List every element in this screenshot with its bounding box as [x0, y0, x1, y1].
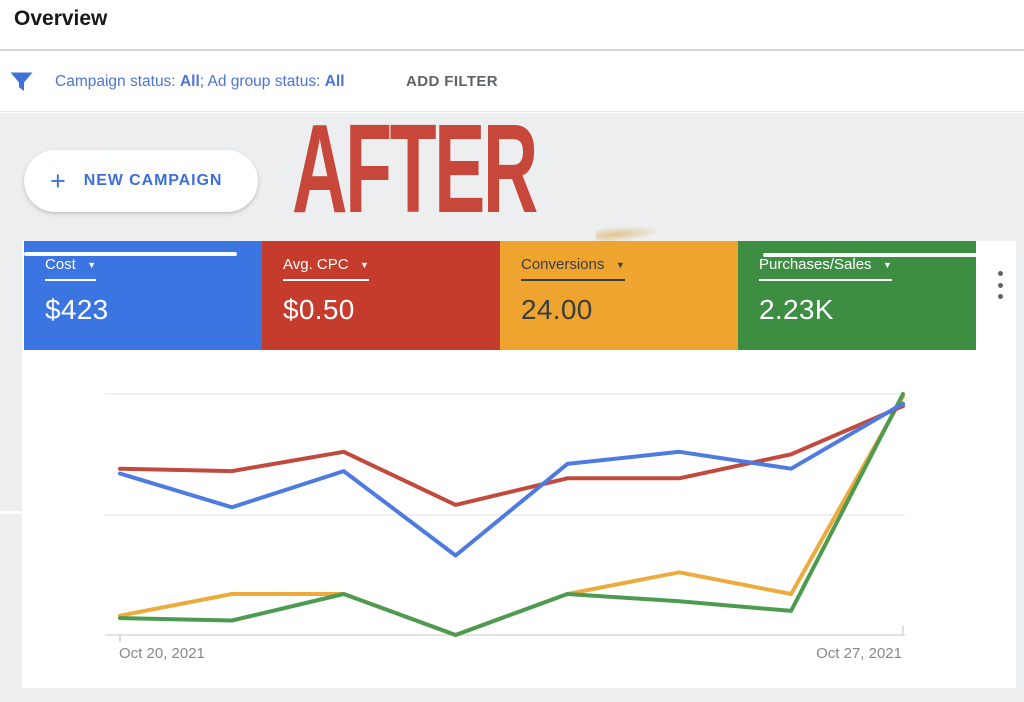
campaign-status-value: All: [179, 73, 200, 90]
filter-separator: ;: [199, 73, 208, 90]
chevron-down-icon: ▼: [883, 260, 892, 270]
scorecard-purchases-sales: Purchases/Sales ▼ 2.23K: [738, 241, 976, 350]
ad-group-status-label: Ad group status:: [207, 73, 325, 90]
metric-selector-purchases-sales[interactable]: Purchases/Sales ▼: [759, 256, 892, 281]
x-axis-tick-label-start: Oct 20, 2021: [119, 645, 205, 662]
new-campaign-button[interactable]: + NEW CAMPAIGN: [24, 150, 259, 212]
white-streak-artifact: [763, 253, 1016, 257]
metric-value: 2.23K: [759, 294, 834, 325]
scorecard-avg-cpc: Avg. CPC ▼ $0.50: [262, 241, 500, 350]
scorecard-conversions: Conversions ▼ 24.00: [500, 241, 738, 350]
filter-funnel-icon: [10, 72, 33, 97]
chevron-down-icon: ▼: [87, 260, 97, 270]
metric-selector-avg-cpc[interactable]: Avg. CPC ▼: [283, 256, 369, 281]
add-filter-button[interactable]: ADD FILTER: [406, 73, 499, 90]
metric-value: 24.00: [521, 294, 593, 325]
header-bar: Overview: [0, 0, 1024, 51]
metric-label: Avg. CPC: [283, 256, 349, 273]
filter-bar: Campaign status: All; Ad group status: A…: [0, 53, 1024, 112]
chevron-down-icon: ▼: [615, 260, 625, 270]
white-streak-artifact: [24, 252, 237, 256]
metric-selector-cost[interactable]: Cost ▼: [45, 256, 97, 281]
page-title: Overview: [14, 7, 108, 30]
ad-group-status-value: All: [324, 73, 345, 90]
campaign-status-label: Campaign status:: [55, 73, 180, 90]
x-axis-tick-label-end: Oct 27, 2021: [816, 645, 902, 662]
new-campaign-label: NEW CAMPAIGN: [83, 172, 223, 189]
after-annotation: AFTER: [292, 98, 538, 239]
white-streak-artifact: [0, 511, 22, 514]
metric-label: Conversions: [521, 256, 605, 273]
plus-icon: +: [50, 165, 66, 196]
scorecard-row: Cost ▼ $423 Avg. CPC ▼ $0.50 Conversions…: [24, 241, 976, 350]
filter-status-text[interactable]: Campaign status: All; Ad group status: A…: [55, 73, 345, 91]
metric-value: $423: [45, 294, 109, 325]
metric-label: Purchases/Sales: [759, 256, 872, 273]
metric-selector-conversions[interactable]: Conversions ▼: [521, 256, 625, 281]
overview-card: Cost ▼ $423 Avg. CPC ▼ $0.50 Conversions…: [22, 241, 1016, 688]
metric-value: $0.50: [283, 294, 355, 325]
chevron-down-icon: ▼: [360, 260, 369, 270]
scorecard-cost: Cost ▼ $423: [24, 241, 262, 350]
overview-chart: [22, 355, 1016, 688]
more-options-icon[interactable]: [995, 271, 1005, 299]
metric-label: Cost: [45, 256, 76, 273]
